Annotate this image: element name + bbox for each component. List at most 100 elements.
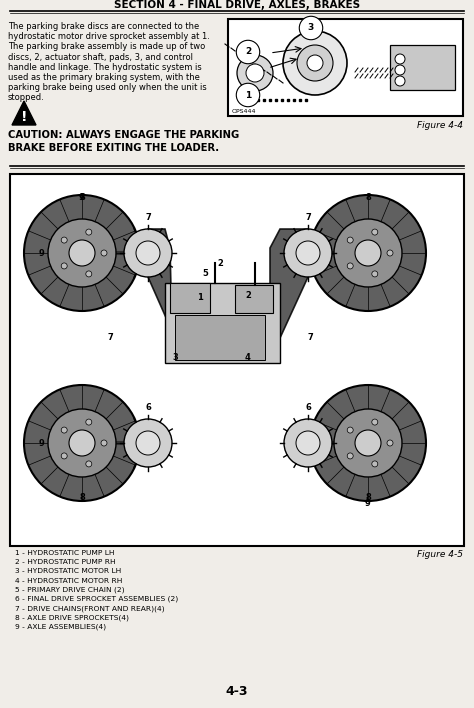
Circle shape <box>246 64 264 82</box>
Text: 7: 7 <box>307 333 313 343</box>
Text: 6 - FINAL DRIVE SPROCKET ASSEMBLIES (2): 6 - FINAL DRIVE SPROCKET ASSEMBLIES (2) <box>15 596 178 603</box>
Text: 4: 4 <box>245 353 251 362</box>
Circle shape <box>372 271 378 277</box>
Circle shape <box>296 241 320 265</box>
Circle shape <box>297 45 333 81</box>
Circle shape <box>101 440 107 446</box>
Polygon shape <box>270 229 308 338</box>
Text: 9: 9 <box>365 498 371 508</box>
Circle shape <box>334 219 402 287</box>
Text: 1 - HYDROSTATIC PUMP LH: 1 - HYDROSTATIC PUMP LH <box>15 550 115 556</box>
Circle shape <box>387 440 393 446</box>
Text: 7 - DRIVE CHAINS(FRONT AND REAR)(4): 7 - DRIVE CHAINS(FRONT AND REAR)(4) <box>15 605 164 612</box>
Circle shape <box>310 195 426 311</box>
Circle shape <box>61 263 67 269</box>
Circle shape <box>24 195 140 311</box>
Text: 8: 8 <box>365 193 371 202</box>
Circle shape <box>61 427 67 433</box>
Circle shape <box>395 54 405 64</box>
Text: 8 - AXLE DRIVE SPROCKETS(4): 8 - AXLE DRIVE SPROCKETS(4) <box>15 615 129 621</box>
Text: !: ! <box>21 110 27 124</box>
Circle shape <box>48 409 116 477</box>
Text: 3: 3 <box>172 353 178 362</box>
Text: stopped.: stopped. <box>8 93 45 103</box>
Text: 9 - AXLE ASSEMBLIES(4): 9 - AXLE ASSEMBLIES(4) <box>15 624 106 630</box>
Circle shape <box>310 385 426 501</box>
Text: 6: 6 <box>305 404 311 413</box>
Text: SECTION 4 - FINAL DRIVE, AXLES, BRAKES: SECTION 4 - FINAL DRIVE, AXLES, BRAKES <box>114 0 360 10</box>
Text: discs, 2, actuator shaft, pads, 3, and control: discs, 2, actuator shaft, pads, 3, and c… <box>8 52 193 62</box>
Text: 7: 7 <box>305 214 311 222</box>
Text: 4-3: 4-3 <box>226 685 248 698</box>
Text: 5 - PRIMARY DRIVE CHAIN (2): 5 - PRIMARY DRIVE CHAIN (2) <box>15 587 125 593</box>
Bar <box>175 315 265 360</box>
Circle shape <box>387 250 393 256</box>
Circle shape <box>48 219 116 287</box>
Bar <box>228 19 463 116</box>
Text: The parking brake discs are connected to the: The parking brake discs are connected to… <box>8 22 199 31</box>
Circle shape <box>86 229 92 235</box>
Text: 8: 8 <box>79 193 85 202</box>
Circle shape <box>136 241 160 265</box>
Circle shape <box>296 431 320 455</box>
Polygon shape <box>148 229 175 338</box>
Text: Figure 4-4: Figure 4-4 <box>417 121 463 130</box>
Circle shape <box>124 419 172 467</box>
Circle shape <box>86 419 92 425</box>
Text: 1: 1 <box>197 294 203 302</box>
Circle shape <box>136 431 160 455</box>
Text: used as the primary braking system, with the: used as the primary braking system, with… <box>8 73 200 82</box>
Text: 2: 2 <box>245 292 251 300</box>
Circle shape <box>101 250 107 256</box>
Circle shape <box>124 229 172 277</box>
Bar <box>10 174 464 546</box>
Text: 9: 9 <box>39 249 45 258</box>
Text: 7: 7 <box>107 333 113 343</box>
Text: parking brake being used only when the unit is: parking brake being used only when the u… <box>8 84 207 92</box>
Text: hydrostatic motor drive sprocket assembly at 1.: hydrostatic motor drive sprocket assembl… <box>8 32 210 41</box>
Text: OPS444: OPS444 <box>232 109 256 114</box>
Circle shape <box>61 237 67 243</box>
Circle shape <box>24 385 140 501</box>
Circle shape <box>372 229 378 235</box>
Text: 2: 2 <box>245 47 251 57</box>
Circle shape <box>86 461 92 467</box>
Text: 2: 2 <box>217 258 223 268</box>
Text: 2 - HYDROSTATIC PUMP RH: 2 - HYDROSTATIC PUMP RH <box>15 559 116 565</box>
Circle shape <box>307 55 323 71</box>
Text: 4 - HYDROSTATIC MOTOR RH: 4 - HYDROSTATIC MOTOR RH <box>15 578 122 583</box>
Circle shape <box>355 430 381 456</box>
Bar <box>170 283 210 313</box>
Text: 7: 7 <box>145 214 151 222</box>
Text: CAUTION: ALWAYS ENGAGE THE PARKING: CAUTION: ALWAYS ENGAGE THE PARKING <box>8 130 239 140</box>
Circle shape <box>283 31 347 95</box>
Text: handle and linkage. The hydrostatic system is: handle and linkage. The hydrostatic syst… <box>8 63 202 72</box>
Circle shape <box>347 237 353 243</box>
Text: 8: 8 <box>365 493 371 503</box>
Circle shape <box>334 409 402 477</box>
Circle shape <box>61 453 67 459</box>
Circle shape <box>347 453 353 459</box>
Circle shape <box>395 65 405 75</box>
Text: Figure 4-5: Figure 4-5 <box>417 550 463 559</box>
Circle shape <box>395 76 405 86</box>
Polygon shape <box>12 101 36 125</box>
Bar <box>390 45 455 90</box>
Circle shape <box>284 229 332 277</box>
Circle shape <box>355 240 381 266</box>
Text: 6: 6 <box>145 404 151 413</box>
Circle shape <box>69 240 95 266</box>
Circle shape <box>372 461 378 467</box>
Text: 5: 5 <box>202 268 208 278</box>
Circle shape <box>237 55 273 91</box>
Circle shape <box>284 419 332 467</box>
Text: 9: 9 <box>79 193 85 202</box>
Text: 3: 3 <box>308 23 314 33</box>
Text: The parking brake assembly is made up of two: The parking brake assembly is made up of… <box>8 42 205 52</box>
Text: 3 - HYDROSTATIC MOTOR LH: 3 - HYDROSTATIC MOTOR LH <box>15 569 121 574</box>
Text: BRAKE BEFORE EXITING THE LOADER.: BRAKE BEFORE EXITING THE LOADER. <box>8 143 219 153</box>
Text: 8: 8 <box>79 493 85 503</box>
Text: 9: 9 <box>39 438 45 447</box>
Circle shape <box>372 419 378 425</box>
Bar <box>165 283 280 363</box>
